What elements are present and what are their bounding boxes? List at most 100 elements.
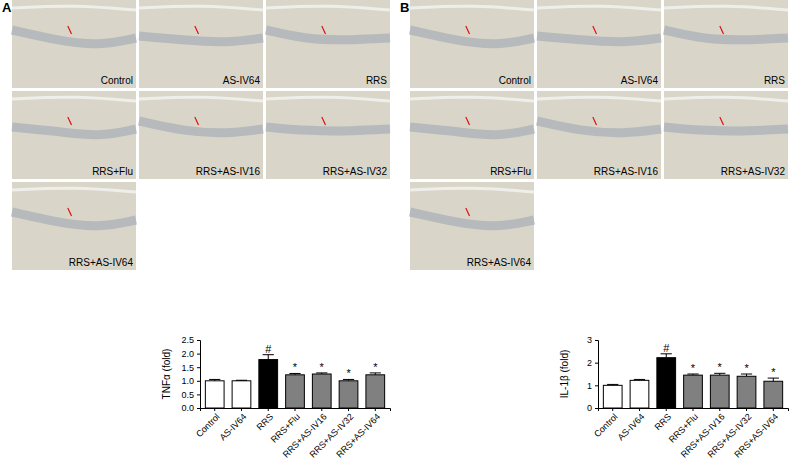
tissue-band [410, 30, 534, 44]
error-bar [714, 373, 725, 375]
bar [286, 375, 305, 408]
significance-marker: * [293, 361, 298, 373]
micrograph-label: RRS [366, 75, 387, 86]
micrograph-label: RRS+AS-IV32 [721, 166, 786, 177]
tick-mark [295, 408, 296, 411]
micrograph-label: Control [499, 75, 531, 86]
micrograph: RRS+AS-IV64 [12, 182, 136, 270]
tick-mark [197, 354, 200, 355]
micrograph-label: AS-IV64 [621, 75, 659, 86]
tick-mark [214, 408, 215, 411]
tick-mark [197, 394, 200, 395]
tick-mark [321, 408, 322, 411]
tick-mark [595, 408, 598, 409]
tick-label: 0 [587, 403, 592, 413]
y-tick: 1 [587, 381, 598, 391]
tissue-edge [12, 97, 136, 101]
arrow [195, 26, 199, 34]
micrograph: RRS [266, 0, 390, 88]
micrograph-label: Control [101, 75, 133, 86]
axis-line [599, 409, 789, 412]
micrograph: RRS+AS-IV16 [537, 91, 661, 179]
micrograph: Control [410, 0, 534, 88]
significance-marker: * [691, 362, 696, 374]
arrow [322, 117, 326, 125]
x-tick: AS-IV64 [616, 408, 647, 442]
tissue-edge [410, 97, 534, 101]
micrograph-label: RRS+AS-IV32 [323, 166, 388, 177]
tick-label: 3 [587, 335, 592, 345]
tissue-band [12, 127, 136, 135]
x-tick: RRS+AS-IV64 [334, 408, 382, 460]
tick-mark [197, 340, 200, 341]
error-bar [634, 379, 645, 381]
micrograph: RRS+AS-IV32 [266, 91, 390, 179]
tissue-band [266, 127, 390, 131]
error-bar [741, 374, 752, 376]
tick-label: 0.0 [181, 403, 194, 413]
micrograph-image [139, 91, 263, 179]
micrograph-image [410, 0, 534, 88]
y-tick: 0.0 [181, 403, 200, 413]
tick-mark [241, 408, 242, 411]
significance-marker: # [265, 343, 272, 355]
micrograph-label: RRS+AS-IV64 [467, 257, 532, 268]
bar [232, 381, 251, 408]
arrow [593, 117, 597, 125]
y-axis: 0.00.51.01.52.02.5 [181, 335, 200, 413]
tick-mark [693, 408, 694, 411]
bars [205, 355, 384, 408]
error-bar [263, 355, 274, 360]
tick-label: RRS+AS-IV64 [334, 412, 382, 460]
micrograph-image [410, 182, 534, 270]
error-bar [343, 379, 354, 380]
micrograph-label: RRS [764, 75, 785, 86]
bar [603, 385, 622, 408]
x-tick: RRS+AS-IV64 [732, 408, 780, 460]
micrograph-image [537, 0, 661, 88]
significance-marker: * [373, 361, 378, 373]
tick-mark [719, 408, 720, 411]
error-cap [607, 384, 618, 385]
tissue-edge [410, 6, 534, 10]
arrow [322, 26, 326, 34]
significance-marker: * [320, 361, 325, 373]
tissue-band [664, 127, 788, 131]
y-tick: 1.0 [181, 376, 200, 386]
error-bar [236, 380, 247, 382]
tissue-edge [139, 6, 263, 10]
tissue-band [139, 121, 263, 133]
micrograph-image [410, 91, 534, 179]
significance-marker: * [718, 361, 723, 373]
micrograph-panel: BControlAS-IV64RRSRRS+FluRRS+AS-IV16RRS+… [400, 0, 788, 270]
tick-mark [612, 408, 613, 411]
micrograph-label: AS-IV64 [223, 75, 261, 86]
micrograph-image [664, 91, 788, 179]
y-tick: 2.0 [181, 349, 200, 359]
error-bar [316, 373, 327, 374]
y-tick: 2.5 [181, 335, 200, 345]
tick-mark [375, 408, 376, 411]
tick-mark [197, 367, 200, 368]
x-axis: ControlAS-IV64RRSRRS+FluRRS+AS-IV16RRS+A… [592, 408, 788, 460]
micrograph-image [537, 91, 661, 179]
micrograph-image [664, 0, 788, 88]
arrow [720, 117, 724, 125]
error-bar [607, 384, 618, 386]
error-bar [768, 378, 779, 381]
micrograph: RRS+AS-IV16 [139, 91, 263, 179]
axis-line [595, 341, 599, 409]
bar [205, 381, 224, 408]
arrow [68, 26, 72, 34]
bar [764, 381, 783, 408]
error-bar [209, 379, 220, 380]
tick-label: RRS+AS-IV64 [732, 412, 780, 460]
tick-mark [639, 408, 640, 411]
x-axis: ControlAS-IV64RRSRRS+FluRRS+AS-IV16RRS+A… [194, 408, 390, 460]
tick-mark [595, 385, 598, 386]
tick-mark [773, 408, 774, 411]
tissue-band [537, 121, 661, 133]
micrograph: AS-IV64 [139, 0, 263, 88]
error-cap [236, 380, 247, 381]
tick-label: AS-IV64 [218, 412, 249, 443]
